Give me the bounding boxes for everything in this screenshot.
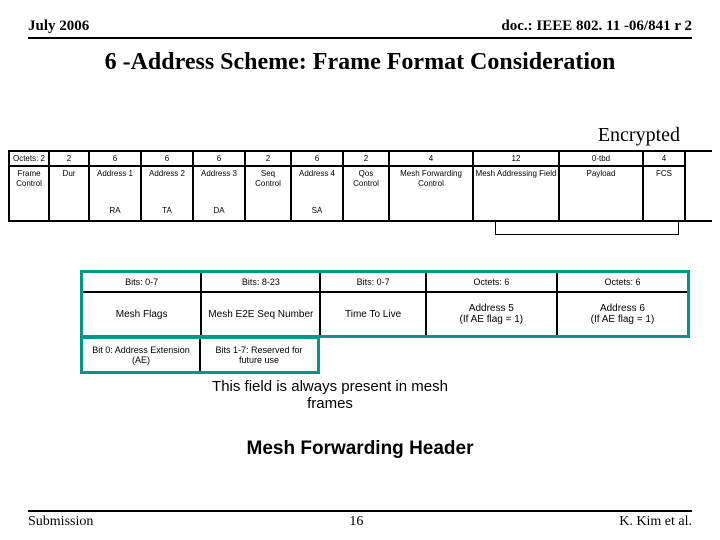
frame-field-cell: Frame Control bbox=[10, 167, 48, 220]
frame-octets-cell: 2 bbox=[344, 152, 388, 167]
footer-left: Submission bbox=[28, 514, 93, 530]
frame-field-cell: Address 1RA bbox=[90, 167, 140, 220]
frame-octets-cell: 2 bbox=[50, 152, 88, 167]
frame-field-cell: Address 2TA bbox=[142, 167, 192, 220]
frame-column: 4FCS bbox=[644, 152, 686, 220]
frame-column: Octets: 2Frame Control bbox=[8, 152, 50, 220]
frame-field-cell: Qos Control bbox=[344, 167, 388, 220]
frame-field-cell: Seq Control bbox=[246, 167, 290, 220]
frame-column: 6Address 1RA bbox=[90, 152, 142, 220]
frame-column: 4Mesh Forwarding Control bbox=[390, 152, 474, 220]
mesh-label-cell: Address 6(If AE flag = 1) bbox=[558, 293, 687, 335]
note-text: This field is always present in mesh fra… bbox=[190, 378, 470, 413]
frame-octets-cell: 6 bbox=[142, 152, 192, 167]
mesh-column: Octets: 6Address 5(If AE flag = 1) bbox=[427, 273, 558, 335]
frame-octets-cell: 12 bbox=[474, 152, 558, 167]
frame-column: 2Qos Control bbox=[344, 152, 390, 220]
frame-octets-cell: 6 bbox=[90, 152, 140, 167]
slide-page: July 2006 doc.: IEEE 802. 11 -06/841 r 2… bbox=[0, 0, 720, 540]
mesh-label-cell: Mesh Flags bbox=[83, 293, 200, 335]
footer-bar: Submission 16 K. Kim et al. bbox=[28, 510, 692, 530]
frame-format-table: Octets: 2Frame Control2Dur6Address 1RA6A… bbox=[8, 150, 712, 222]
mesh-bits-cell: Bits: 0-7 bbox=[83, 273, 200, 293]
slide-title: 6 -Address Scheme: Frame Format Consider… bbox=[28, 49, 692, 76]
footer-right: K. Kim et al. bbox=[619, 514, 692, 530]
mesh-column: Bits: 0-7Mesh Flags bbox=[83, 273, 202, 335]
flags-cell: Bit 0: Address Extension (AE) bbox=[83, 339, 201, 371]
frame-column: 2Dur bbox=[50, 152, 90, 220]
mesh-label-cell: Mesh E2E Seq Number bbox=[202, 293, 319, 335]
frame-column: 6Address 4SA bbox=[292, 152, 344, 220]
encrypted-bracket bbox=[495, 220, 679, 235]
mesh-column: Octets: 6Address 6(If AE flag = 1) bbox=[558, 273, 687, 335]
frame-octets-cell: Octets: 2 bbox=[10, 152, 48, 167]
frame-octets-cell: 2 bbox=[246, 152, 290, 167]
mesh-bits-cell: Octets: 6 bbox=[558, 273, 687, 293]
frame-column: 2Seq Control bbox=[246, 152, 292, 220]
mesh-column: Bits: 0-7Time To Live bbox=[321, 273, 426, 335]
mesh-flags-subtable: Bit 0: Address Extension (AE)Bits 1-7: R… bbox=[80, 336, 320, 374]
frame-field-cell: Mesh Addressing Field bbox=[474, 167, 558, 220]
header-bar: July 2006 doc.: IEEE 802. 11 -06/841 r 2 bbox=[28, 18, 692, 39]
frame-field-cell: Address 3DA bbox=[194, 167, 244, 220]
mesh-label-cell: Time To Live bbox=[321, 293, 424, 335]
header-date: July 2006 bbox=[28, 18, 89, 35]
mesh-label-cell: Address 5(If AE flag = 1) bbox=[427, 293, 556, 335]
encrypted-label: Encrypted bbox=[598, 124, 680, 147]
frame-field-cell: Payload bbox=[560, 167, 642, 220]
frame-octets-cell: 4 bbox=[390, 152, 472, 167]
section-title: Mesh Forwarding Header bbox=[0, 438, 720, 460]
mesh-bits-cell: Bits: 8-23 bbox=[202, 273, 319, 293]
frame-octets-cell: 0-tbd bbox=[560, 152, 642, 167]
frame-field-cell: Mesh Forwarding Control bbox=[390, 167, 472, 220]
frame-field-cell: Dur bbox=[50, 167, 88, 220]
mesh-bits-cell: Bits: 0-7 bbox=[321, 273, 424, 293]
mesh-column: Bits: 8-23Mesh E2E Seq Number bbox=[202, 273, 321, 335]
mesh-bits-cell: Octets: 6 bbox=[427, 273, 556, 293]
frame-column: 0-tbdPayload bbox=[560, 152, 644, 220]
frame-column: 6Address 3DA bbox=[194, 152, 246, 220]
frame-octets-cell: 6 bbox=[292, 152, 342, 167]
frame-column: 6Address 2TA bbox=[142, 152, 194, 220]
frame-field-cell: FCS bbox=[644, 167, 684, 220]
frame-field-cell: Address 4SA bbox=[292, 167, 342, 220]
header-doc: doc.: IEEE 802. 11 -06/841 r 2 bbox=[501, 18, 692, 35]
mesh-header-table: Bits: 0-7Mesh FlagsBits: 8-23Mesh E2E Se… bbox=[80, 270, 690, 338]
frame-octets-cell: 6 bbox=[194, 152, 244, 167]
flags-cell: Bits 1-7: Reserved for future use bbox=[201, 339, 317, 371]
footer-page: 16 bbox=[93, 514, 619, 530]
frame-octets-cell: 4 bbox=[644, 152, 684, 167]
frame-column: 12Mesh Addressing Field bbox=[474, 152, 560, 220]
